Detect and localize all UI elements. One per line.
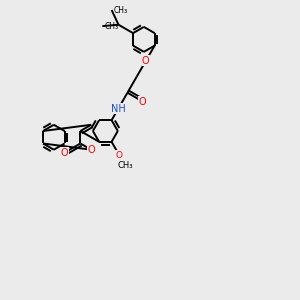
Text: NH: NH bbox=[111, 103, 126, 114]
Text: CH₃: CH₃ bbox=[114, 5, 128, 14]
Text: O: O bbox=[142, 56, 150, 66]
Text: O: O bbox=[87, 145, 95, 155]
Text: O: O bbox=[116, 151, 123, 160]
Text: CH₃: CH₃ bbox=[104, 22, 118, 31]
Text: CH₃: CH₃ bbox=[118, 161, 133, 170]
Text: O: O bbox=[61, 148, 68, 158]
Text: O: O bbox=[139, 97, 147, 106]
